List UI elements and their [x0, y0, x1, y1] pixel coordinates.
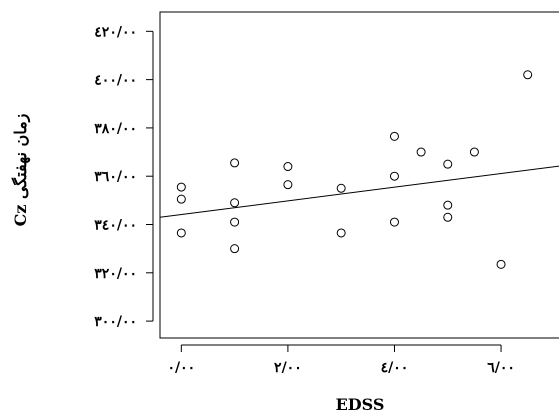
y-axis: ۳۰۰/۰۰ ۳۲۰/۰۰ ۳٤۰/۰۰ ۳٦۰/۰۰ ۳۸۰/۰۰ ٤۰۰/۰۰ ٤۲۰/… — [94, 24, 154, 330]
x-tick-label: ٦/۰۰ — [487, 360, 515, 376]
x-axis: ۰/۰۰ ۲/۰۰ ٤/۰۰ ٦/۰۰ — [167, 344, 515, 376]
data-point — [176, 182, 186, 192]
data-point — [230, 244, 240, 254]
y-tick-label: ۳۰۰/۰۰ — [94, 314, 137, 330]
data-point — [230, 158, 240, 168]
data-point — [416, 147, 426, 157]
data-point — [469, 147, 479, 157]
data-point — [176, 228, 186, 238]
data-point — [523, 70, 533, 80]
data-point — [336, 183, 346, 193]
y-tick-label: ۳۸۰/۰۰ — [94, 121, 137, 137]
y-tick-label: ۳٦۰/۰۰ — [94, 169, 137, 185]
data-points — [176, 70, 533, 269]
x-axis-title: EDSS — [336, 395, 385, 414]
y-tick-label: ٤۲۰/۰۰ — [94, 24, 137, 40]
data-point — [496, 259, 506, 269]
data-point — [283, 180, 293, 190]
data-point — [336, 228, 346, 238]
x-tick-label: ٤/۰۰ — [381, 360, 409, 376]
y-tick-label: ۳٤۰/۰۰ — [94, 218, 137, 234]
data-point — [389, 217, 399, 227]
data-point — [176, 194, 186, 204]
y-tick-label: ۳۲۰/۰۰ — [94, 266, 137, 282]
data-point — [443, 200, 453, 210]
data-point — [230, 217, 240, 227]
x-tick-label: ۰/۰۰ — [167, 360, 195, 376]
data-point — [443, 212, 453, 222]
x-tick-label: ۲/۰۰ — [274, 360, 302, 376]
data-point — [389, 131, 399, 141]
data-point — [389, 171, 399, 181]
plot-frame — [159, 11, 559, 339]
y-axis-title: زمان نهفتگی Cz — [11, 113, 31, 226]
data-point — [443, 159, 453, 169]
trend-line — [159, 165, 559, 218]
data-point — [230, 198, 240, 208]
y-tick-label: ٤۰۰/۰۰ — [94, 73, 137, 89]
data-point — [283, 162, 293, 172]
